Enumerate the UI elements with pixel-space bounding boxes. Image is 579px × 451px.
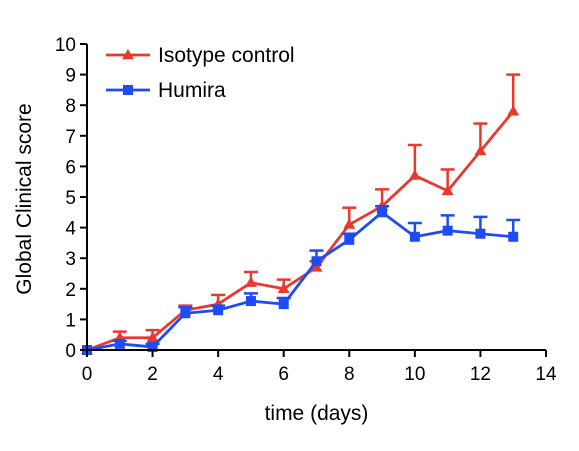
- y-tick-label: 1: [65, 310, 76, 331]
- legend-label: Humira: [158, 79, 226, 102]
- legend-item: Humira: [106, 79, 226, 102]
- legend-marker: [122, 49, 134, 60]
- data-point: [344, 234, 355, 245]
- series-line: [86, 210, 514, 352]
- x-tick-label: 6: [278, 364, 289, 385]
- data-point: [278, 299, 289, 310]
- data-point: [146, 331, 159, 342]
- data-point: [343, 218, 356, 229]
- data-point: [409, 231, 420, 242]
- legend-marker: [123, 85, 133, 95]
- series-humira: [82, 204, 521, 355]
- data-point: [244, 276, 257, 287]
- data-point: [475, 228, 486, 239]
- y-tick-label: 8: [65, 96, 76, 117]
- data-point: [180, 308, 191, 319]
- y-tick-label: 7: [65, 127, 76, 148]
- x-axis-title: time (days): [265, 402, 369, 425]
- data-point: [442, 225, 453, 236]
- y-tick-label: 6: [65, 157, 76, 178]
- series-line: [86, 110, 515, 352]
- legend: Isotype control Humira: [106, 44, 295, 102]
- x-tick-label: 4: [213, 364, 224, 385]
- plot-area: [81, 73, 521, 355]
- x-tick-label: 10: [404, 364, 425, 385]
- y-tick-label: 5: [65, 188, 76, 209]
- y-tick-label: 0: [65, 341, 76, 362]
- data-point: [147, 341, 158, 352]
- data-point: [277, 282, 290, 293]
- y-axis-title: Global Clinical score: [13, 103, 36, 294]
- y-tick-label: 4: [65, 219, 76, 240]
- x-tick-label: 14: [535, 364, 557, 385]
- data-point: [310, 261, 323, 272]
- data-point: [245, 296, 256, 307]
- data-point: [408, 169, 421, 180]
- y-ticks: 0 1 2 3 4 5 6 7 8 9 10: [55, 35, 87, 362]
- data-point: [377, 207, 388, 218]
- legend-item: Isotype control: [106, 44, 295, 67]
- y-tick-label: 3: [65, 249, 76, 270]
- data-point: [507, 105, 520, 116]
- y-tick-label: 9: [65, 66, 76, 87]
- data-point: [213, 305, 224, 316]
- y-tick-label: 10: [55, 35, 76, 56]
- x-tick-label: 0: [82, 364, 93, 385]
- data-point: [114, 338, 125, 349]
- legend-label: Isotype control: [158, 44, 295, 67]
- y-tick-label: 2: [65, 280, 76, 301]
- data-point: [508, 231, 519, 242]
- x-tick-label: 8: [344, 364, 355, 385]
- data-point: [474, 145, 487, 156]
- data-point: [311, 256, 322, 267]
- x-ticks: 0 2 4 6 8 10 12 14: [82, 350, 557, 385]
- data-point: [441, 184, 454, 196]
- x-tick-label: 2: [147, 364, 158, 385]
- x-tick-label: 12: [470, 364, 491, 385]
